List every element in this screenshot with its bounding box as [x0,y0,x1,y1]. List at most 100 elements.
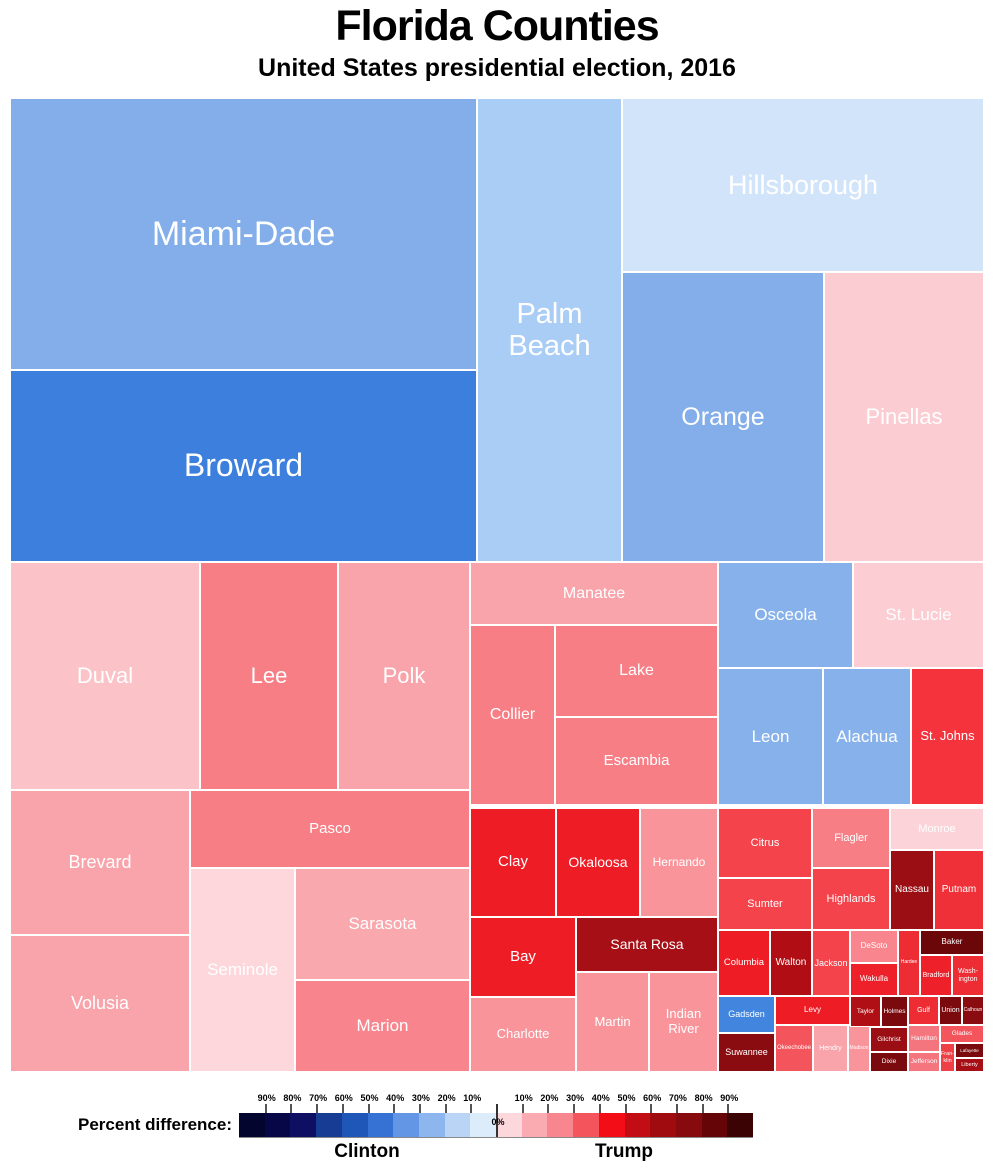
county-label: Calhoun [963,1006,983,1013]
county-label: Pasco [309,819,351,837]
county-label: Wash- ington [958,967,978,983]
county-brevard: Brevard [10,790,190,935]
legend-tick-50%-clinton: 50% [360,1093,379,1113]
county-label: Indian River [665,1006,702,1036]
county-liberty: Liberty [955,1058,984,1072]
county-hardee: Hardee [898,930,920,996]
legend-segment-19 [727,1113,754,1137]
legend-tick-label: 0% [491,1117,505,1127]
county-label: Hendry [819,1044,842,1052]
county-gadsden: Gadsden [718,996,775,1033]
county-polk: Polk [338,562,470,790]
county-palm-beach: Palm Beach [477,98,622,562]
county-label: Volusia [70,993,130,1014]
county-hamilton: Hamilton [908,1025,940,1052]
county-duval: Duval [10,562,200,790]
county-gilchrist: Gilchrist [870,1027,908,1052]
county-highlands: Highlands [812,868,890,930]
legend-tick-label: 30% [411,1093,430,1103]
legend-tick-label: 50% [617,1093,636,1103]
county-citrus: Citrus [718,808,812,878]
county-okeechobee: Okeechobee [775,1025,813,1072]
county-label: Hardee [900,959,918,966]
county-franklin: Fran- klin [940,1043,955,1072]
county-label: Jackson [814,957,848,968]
county-bay: Bay [470,917,576,997]
legend-tick-0%: 0% [491,1104,505,1137]
county-calhoun: Calhoun [962,996,984,1025]
county-label: Marion [356,1016,409,1036]
county-monroe: Monroe [890,808,984,850]
legend-segment-15 [624,1113,651,1137]
county-label: Brevard [68,852,132,873]
legend-tick-label: 60% [334,1093,353,1103]
county-label: Lee [250,662,288,688]
legend-segment-4 [341,1113,368,1137]
county-holmes: Holmes [881,996,908,1027]
county-label: Wakulla [859,974,889,984]
county-label: Lake [619,662,654,680]
legend-segment-2 [290,1113,317,1137]
county-indian-river: Indian River [649,972,718,1072]
county-jefferson: Jefferson [908,1052,940,1072]
county-volusia: Volusia [10,935,190,1072]
county-label: Martin [594,1013,631,1029]
county-st-lucie: St. Lucie [853,562,984,668]
county-label: Bay [510,947,536,965]
county-label: Citrus [750,836,780,849]
county-baker: Baker [920,930,984,955]
county-desoto: DeSoto [850,930,898,963]
county-pinellas: Pinellas [824,272,984,562]
legend-tick-label: 40% [386,1093,405,1103]
legend-segment-3 [316,1113,342,1137]
legend-tick-90%-trump: 90% [720,1093,738,1113]
county-alachua: Alachua [823,668,911,805]
legend-tick-30%-clinton: 30% [412,1093,430,1113]
county-sumter: Sumter [718,878,812,930]
county-label: Pinellas [865,403,943,429]
legend-segment-1 [264,1113,291,1137]
county-columbia: Columbia [718,930,770,996]
county-flagler: Flagler [812,808,890,868]
legend-tick-50%-trump: 50% [617,1093,636,1113]
legend-segment-9 [470,1113,497,1137]
county-hillsborough: Hillsborough [622,98,984,272]
county-label: Osceola [754,605,817,625]
county-label: Charlotte [496,1026,550,1042]
legend-tick-70%-trump: 70% [669,1093,687,1113]
county-dixie: Dixie [870,1052,908,1072]
county-label: Taylor [856,1007,875,1015]
county-manatee: Manatee [470,562,718,625]
county-lafayette: Lafayette [955,1043,984,1058]
legend-tick-label: 10% [514,1093,533,1103]
county-seminole: Seminole [190,868,295,1072]
county-label: Monroe [918,822,956,835]
county-label: Holmes [883,1007,906,1015]
legend-tick-70%-clinton: 70% [309,1093,327,1113]
county-martin: Martin [576,972,649,1072]
legend-segment-13 [573,1113,599,1137]
legend-tick-label: 40% [591,1093,610,1103]
county-label: Bradford [922,971,950,979]
county-label: Hamilton [911,1034,937,1042]
legend-tick-label: 60% [643,1093,662,1103]
county-lake: Lake [555,625,718,717]
page-subtitle: United States presidential election, 201… [258,54,736,82]
county-label: Suwannee [725,1047,768,1058]
page-title: Florida Counties [335,2,659,50]
legend-clinton-label: Clinton [334,1141,400,1162]
county-label: Hillsborough [727,169,879,200]
legend-tick-90%-clinton: 90% [258,1093,276,1113]
county-clay: Clay [470,808,556,917]
legend-tick-20%-trump: 20% [540,1093,558,1113]
county-label: Hernando [652,854,706,869]
legend-tick-label: 90% [257,1093,276,1103]
county-label: Glades [951,1030,973,1038]
legend-tick-60%-trump: 60% [643,1093,661,1113]
county-sarasota: Sarasota [295,868,470,980]
legend-tick-label: 30% [566,1093,585,1103]
county-label: Clay [497,853,528,871]
county-label: Okeechobee [776,1045,812,1052]
county-label: Leon [751,726,790,746]
county-label: Santa Rosa [610,935,684,952]
